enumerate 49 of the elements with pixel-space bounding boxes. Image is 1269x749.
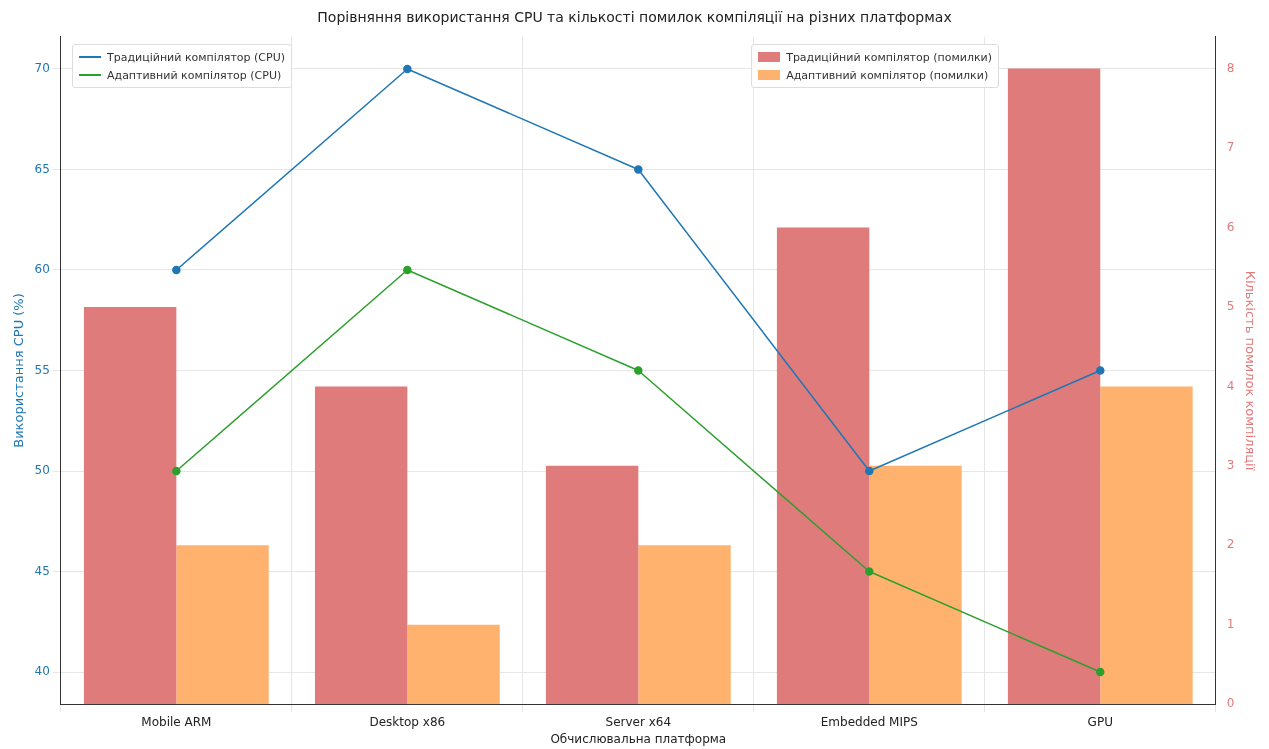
point — [865, 466, 874, 476]
point — [403, 64, 412, 74]
y2-axis-title: Кількість помилок компіляції — [1242, 270, 1258, 471]
point — [634, 165, 643, 174]
y2-tick-label: 3 — [1226, 457, 1235, 472]
y2-tick-label: 5 — [1226, 299, 1235, 314]
y-tick-label: 55 — [34, 362, 50, 377]
x-tick-label: GPU — [1087, 714, 1113, 729]
y-tick-label: 70 — [34, 61, 50, 76]
bar — [407, 624, 500, 705]
y2-tick-label: 8 — [1226, 60, 1235, 75]
point — [403, 265, 412, 275]
bar — [869, 465, 962, 705]
point — [1096, 366, 1105, 375]
y2-tick-label: 2 — [1226, 537, 1235, 552]
bar — [1007, 68, 1101, 705]
y-axis-title: Використання CPU (%) — [11, 293, 27, 448]
y-tick-label: 40 — [34, 664, 50, 679]
y2-tick-label: 0 — [1226, 696, 1235, 711]
bar — [314, 386, 408, 705]
y-tick-label: 45 — [34, 563, 50, 578]
point — [172, 466, 181, 476]
x-tick-label: Desktop x86 — [369, 714, 446, 729]
legend-label: Адаптивний компілятор (CPU) — [107, 68, 282, 82]
x-tick-label: Server x64 — [605, 714, 672, 729]
x-axis-title: Обчислювальна платформа — [550, 731, 727, 746]
point — [634, 366, 643, 375]
y-tick-label: 50 — [34, 463, 50, 478]
chart-title: Порівняння використання CPU та кількості помилок компіляції на різних платформах — [317, 9, 952, 26]
point — [1096, 667, 1105, 677]
y2-tick-label: 7 — [1226, 140, 1235, 155]
point — [865, 567, 874, 576]
y2-tick-label: 1 — [1226, 616, 1235, 631]
legend-label: Традиційний компілятор (CPU) — [107, 50, 286, 64]
bar — [83, 306, 177, 705]
x-tick-label: Mobile ARM — [141, 714, 212, 729]
x-tick-label: Embedded MIPS — [820, 714, 918, 729]
bar — [176, 545, 269, 705]
legend-label: Адаптивний компілятор (помилки) — [786, 68, 989, 82]
bar — [1100, 386, 1193, 705]
bar — [545, 465, 639, 705]
y-tick-label: 65 — [34, 161, 50, 176]
bar — [776, 227, 870, 705]
legend-label: Традиційний компілятор (помилки) — [786, 50, 992, 64]
y-tick-label: 60 — [34, 262, 50, 277]
point — [172, 265, 181, 275]
y2-tick-label: 4 — [1226, 378, 1235, 393]
y2-tick-label: 6 — [1226, 219, 1235, 234]
bar — [638, 545, 731, 705]
